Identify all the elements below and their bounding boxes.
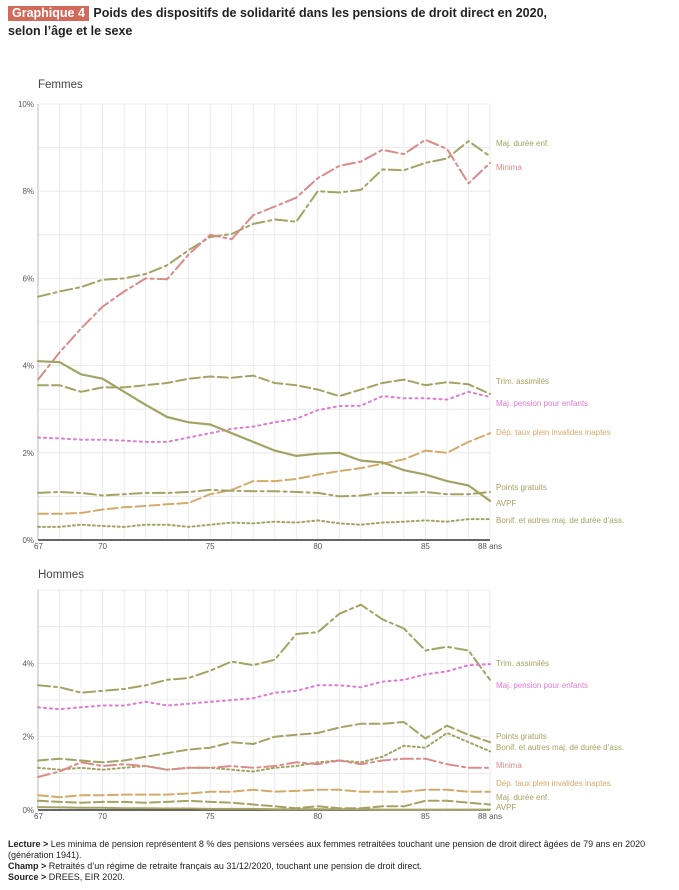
figure-number-badge: Graphique 4 [8, 6, 89, 21]
series-label-trim-assimiles: Trim. assimilés [496, 659, 549, 668]
x-tick-label: 80 [313, 812, 322, 821]
chart-title-block: Graphique 4 Poids des dispositifs de sol… [8, 4, 673, 40]
series-label-trim-assimiles: Trim. assimilés [496, 377, 549, 386]
series-line-avpf [36, 360, 492, 502]
y-tick-label: 4% [22, 659, 34, 668]
chart-title: Poids des dispositifs de solidarité dans… [93, 6, 547, 20]
series-line-avpf [37, 806, 491, 811]
series-label-minima: Minima [496, 761, 522, 770]
panel-femmes: Femmes 0% 2% 4% 6% 8% 10% 67 70 75 80 85 88 ans Maj. … [18, 79, 624, 551]
series-label-bonif-et-autres-maj-de-duree-d-ass: Bonif. et autres maj. de durée d’ass. [496, 743, 624, 752]
series-label-maj-pension-pour-enfants: Maj. pension pour enfants [496, 399, 588, 408]
note-lecture: Lecture > Les minima de pension représen… [8, 839, 673, 861]
y-tick-label: 8% [22, 187, 34, 196]
y-tick-label: 10% [18, 100, 34, 109]
x-tick-label: 75 [206, 812, 215, 821]
x-tick-label: 67 [34, 812, 43, 821]
lecture-label: Lecture > [8, 839, 49, 849]
series-label-bonif-et-autres-maj-de-duree-d-ass: Bonif. et autres maj. de durée d’ass. [496, 516, 624, 525]
x-tick-label: 70 [98, 542, 107, 551]
series-label-points-gratuits: Points gratuits [496, 483, 547, 492]
series-line-dep-taux-plein-invalides-inaptes [37, 432, 491, 515]
series-line-trim-assimiles [37, 603, 491, 694]
y-tick-label: 0% [22, 536, 34, 545]
y-tick-label: 0% [22, 806, 34, 815]
series-line-minima [37, 138, 491, 381]
series-label-maj-duree-enf: Maj. durée enf. [496, 139, 549, 148]
x-tick-label: 85 [421, 812, 430, 821]
source-label: Source > [8, 872, 47, 882]
panel-title: Femmes [38, 79, 83, 91]
x-tick-label: 67 [34, 542, 43, 551]
series-line-maj-duree-enf [37, 799, 491, 810]
series-line-dep-taux-plein-invalides-inaptes [37, 788, 491, 799]
x-tick-label: 88 ans [478, 542, 502, 551]
x-tick-label: 80 [313, 542, 322, 551]
series-label-maj-duree-enf: Maj. durée enf. [496, 793, 549, 802]
series-label-maj-pension-pour-enfants: Maj. pension pour enfants [496, 681, 588, 690]
x-tick-label: 75 [206, 542, 215, 551]
note-source: Source > DREES, EIR 2020. [8, 872, 673, 883]
note-champ: Champ > Retraités d’un régime de retrait… [8, 861, 673, 872]
x-tick-label: 85 [421, 542, 430, 551]
series-label-minima: Minima [496, 163, 522, 172]
series-line-bonif-et-autres-maj-de-duree-d-ass [37, 732, 491, 773]
x-tick-label: 70 [98, 812, 107, 821]
series-label-avpf: AVPF [496, 499, 516, 508]
series-line-maj-pension-pour-enfants [37, 663, 491, 711]
y-tick-label: 2% [22, 449, 34, 458]
chart-subtitle: selon l’âge et le sexe [8, 24, 133, 38]
lecture-text: Les minima de pension représentent 8 % d… [8, 839, 646, 860]
panel-title: Hommes [38, 569, 84, 581]
source-text: DREES, EIR 2020. [48, 872, 125, 882]
x-tick-label: 88 ans [478, 812, 502, 821]
series-label-avpf: AVPF [496, 803, 516, 812]
series-line-trim-assimiles [37, 374, 491, 398]
footnotes: Lecture > Les minima de pension représen… [8, 839, 673, 883]
series-line-points-gratuits [37, 721, 491, 764]
champ-text: Retraités d’un régime de retraite frança… [48, 861, 423, 871]
series-line-points-gratuits [37, 488, 491, 498]
y-tick-label: 4% [22, 362, 34, 371]
series-label-dep-taux-plein-invalides-inaptes: Dép. taux plein invalides inaptes [496, 428, 611, 437]
series-label-points-gratuits: Points gratuits [496, 732, 547, 741]
champ-label: Champ > [8, 861, 47, 871]
series-line-minima [37, 757, 491, 778]
series-line-maj-pension-pour-enfants [37, 390, 491, 443]
series-line-maj-duree-enf [37, 140, 491, 298]
y-tick-label: 2% [22, 733, 34, 742]
series-line-bonif-et-autres-maj-de-duree-d-ass [37, 518, 491, 528]
series-label-dep-taux-plein-invalides-inaptes: Dép. taux plein invalides inaptes [496, 779, 611, 788]
panel-hommes: Hommes 0% 2% 4% 67 70 75 80 85 88 ans Trim. assimi… [22, 569, 624, 821]
figure-canvas: Femmes 0% 2% 4% 6% 8% 10% 67 70 75 80 85 88 ans Maj. … [18, 79, 624, 821]
y-tick-label: 6% [22, 274, 34, 283]
